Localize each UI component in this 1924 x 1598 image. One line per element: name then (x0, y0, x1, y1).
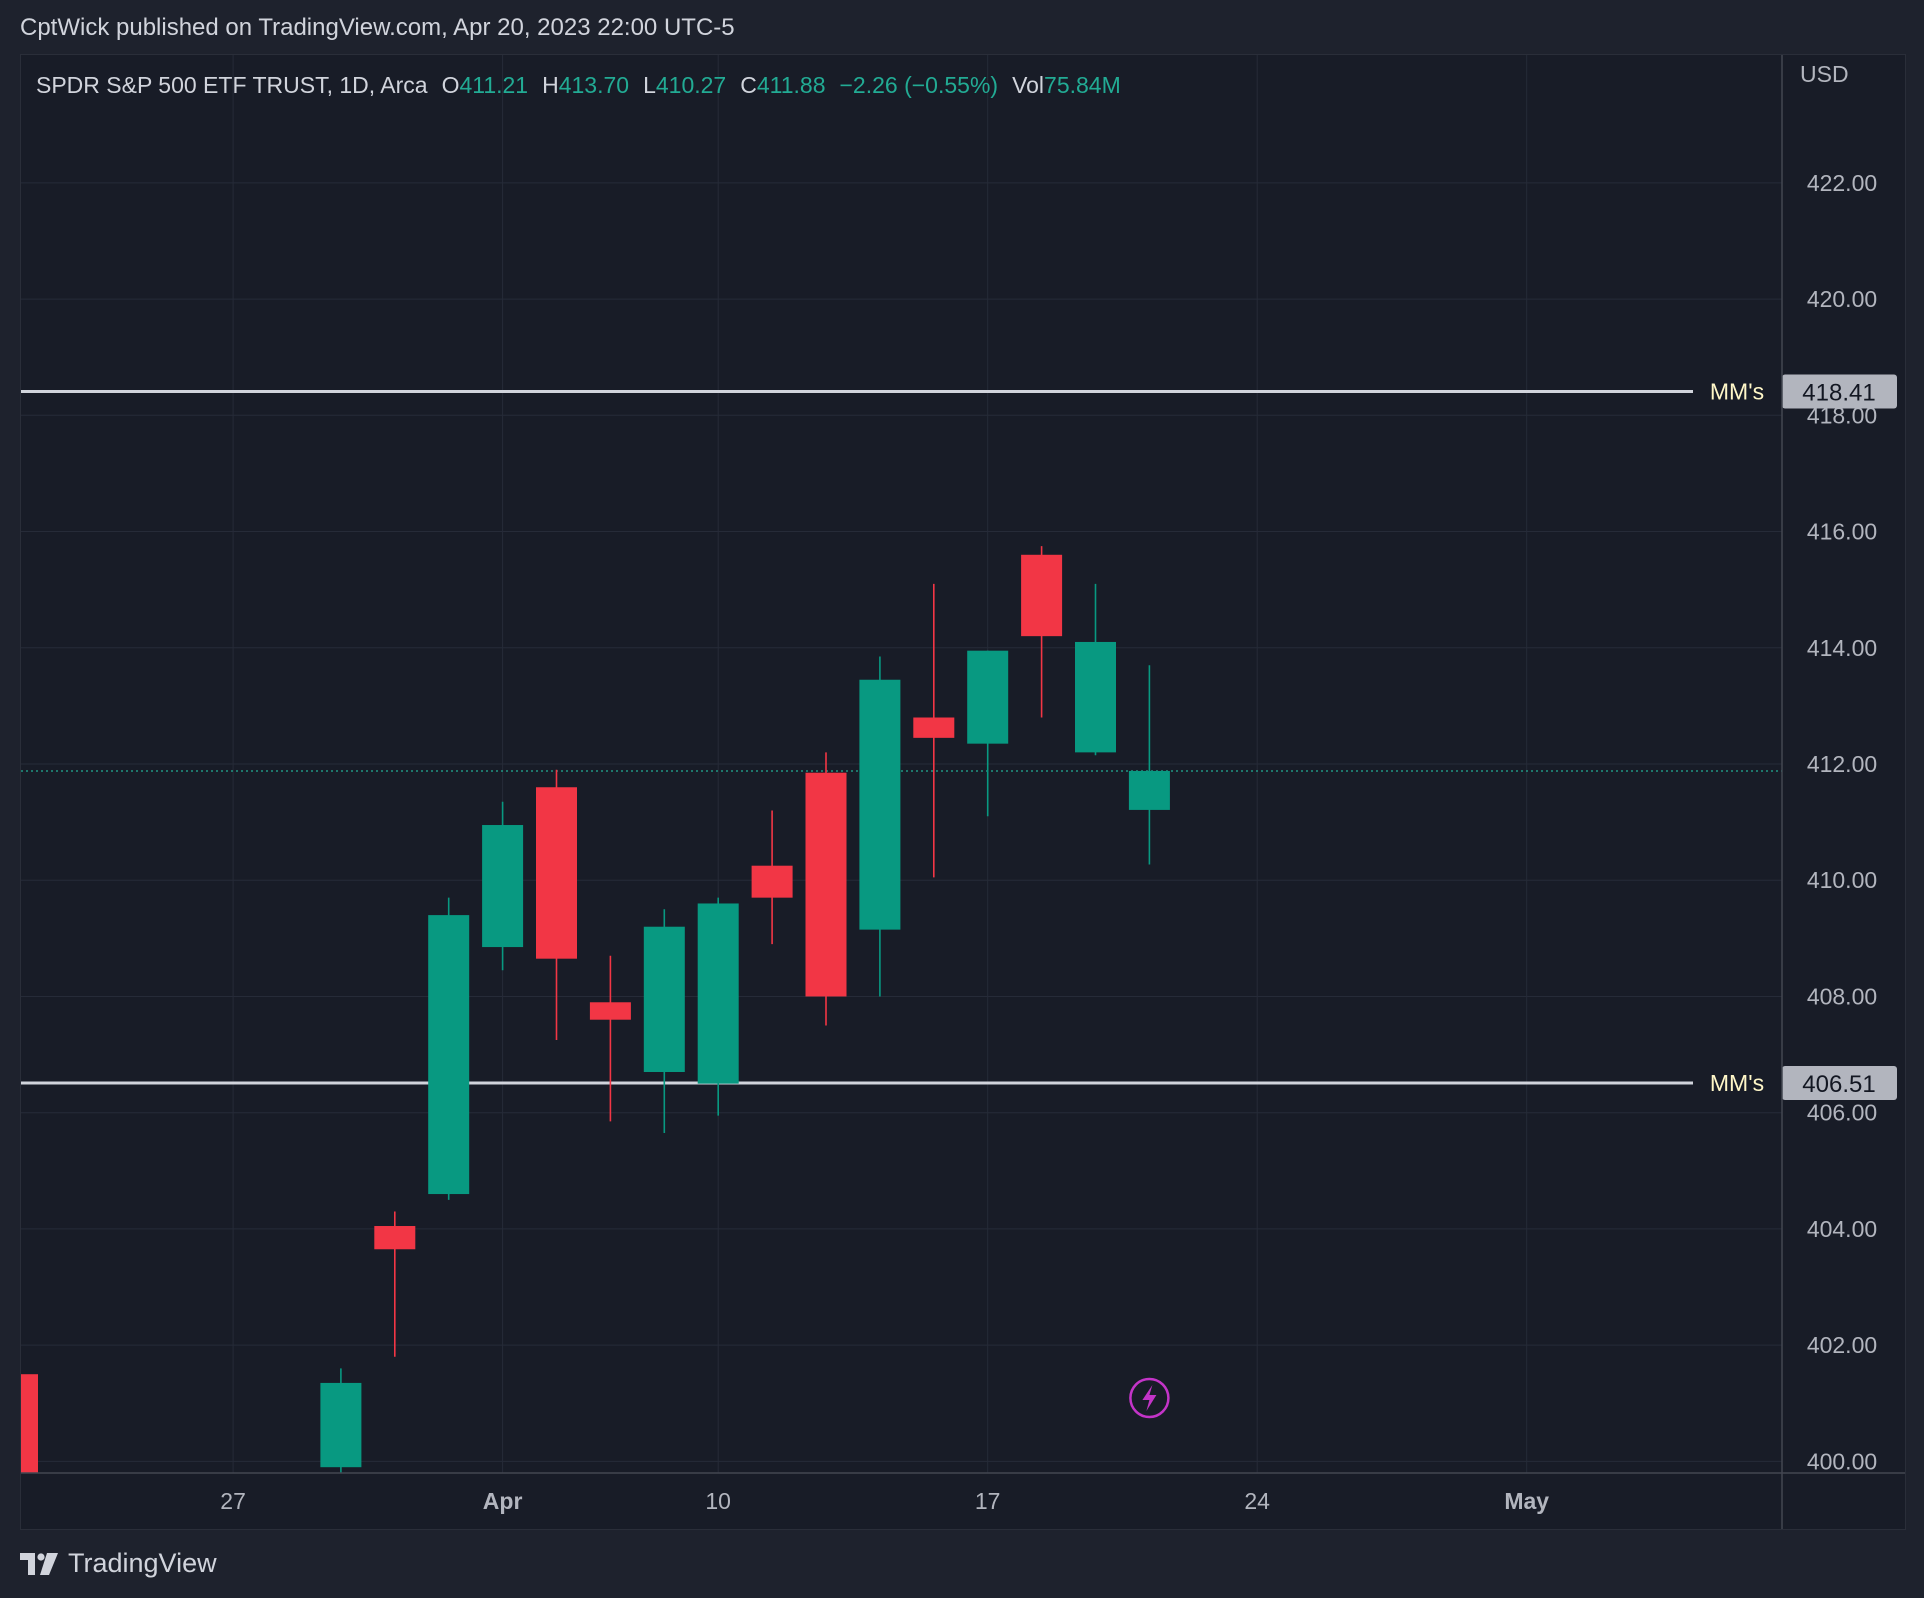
candle-body (428, 915, 470, 1195)
candle-body (374, 1226, 416, 1250)
legend-close-label: C (740, 72, 757, 98)
y-tick-label: 418.00 (1807, 402, 1877, 428)
y-tick-label: 410.00 (1807, 867, 1877, 893)
candle-body (320, 1382, 362, 1468)
y-tick-label: 406.00 (1807, 1100, 1877, 1126)
candle (1128, 665, 1170, 865)
footer: TradingView (20, 1548, 217, 1579)
candle-body (536, 787, 577, 959)
lightning-event-icon (1129, 1377, 1170, 1419)
ohlc-legend: SPDR S&P 500 ETF TRUST, 1D, Arca O411.21 H… (36, 72, 1121, 99)
x-tick-label: May (1504, 1488, 1549, 1514)
candle-body (805, 772, 847, 997)
x-tick-label: Apr (483, 1488, 523, 1514)
x-tick-label: 27 (220, 1488, 246, 1514)
candle-body (751, 865, 793, 898)
candle-body (967, 650, 1009, 744)
legend-open-value: 411.21 (459, 72, 529, 98)
grid (21, 55, 1782, 1473)
candle-body (1021, 554, 1063, 637)
y-tick-label: 400.00 (1807, 1448, 1877, 1474)
legend-low-label: L (643, 72, 656, 98)
candle (482, 801, 524, 971)
candle (913, 583, 955, 878)
horizontal-levels: MM's 418.41 MM's 406.51 (21, 374, 1897, 1101)
candle (21, 1374, 38, 1473)
x-tick-label: 17 (975, 1488, 1001, 1514)
mm-level-label: MM's (1710, 378, 1764, 404)
candle (1021, 546, 1063, 718)
candle-body (589, 1002, 631, 1020)
candle (374, 1211, 416, 1357)
candle (697, 897, 739, 1116)
candle-body (1075, 641, 1116, 753)
level-price-tag (1782, 1066, 1897, 1101)
candle (805, 752, 847, 1026)
candle-body (1128, 770, 1170, 810)
y-tick-label: 422.00 (1807, 170, 1877, 196)
y-tick-label: 416.00 (1807, 519, 1877, 545)
y-tick-label: 414.00 (1807, 635, 1877, 661)
level-price-tag-text: 406.51 (1802, 1071, 1875, 1098)
event-icon-bolt (1142, 1385, 1157, 1411)
candle (428, 897, 470, 1200)
publish-header: CptWick published on TradingView.com, Ap… (20, 14, 735, 41)
candle-body (21, 1374, 38, 1473)
y-tick-label: 412.00 (1807, 751, 1877, 777)
legend-low-value: 410.27 (655, 72, 727, 98)
tradingview-logo-icon[interactable] (20, 1552, 58, 1575)
candles (21, 546, 1170, 1473)
legend-change: −2.26 (−0.55%) (839, 72, 999, 98)
level-price-tag-text: 418.41 (1802, 379, 1875, 406)
candle-body (859, 679, 901, 930)
candle (967, 650, 1009, 817)
candle (320, 1368, 362, 1473)
axes: 400.00 402.00 404.00 406.00 408.00 410.00 412.… (21, 55, 1905, 1529)
legend-volume-label: Vol (1012, 72, 1045, 98)
legend-open-label: O (441, 72, 460, 98)
tradingview-brand[interactable]: TradingView (68, 1548, 217, 1578)
y-tick-label: 402.00 (1807, 1332, 1877, 1358)
legend-high-label: H (542, 72, 559, 98)
candle (589, 955, 631, 1122)
candle (1075, 583, 1116, 756)
legend-high-value: 413.70 (558, 72, 630, 98)
candle-body (913, 717, 955, 738)
event-icon-ring (1129, 1377, 1170, 1419)
candle-body (482, 825, 524, 948)
legend-symbol: SPDR S&P 500 ETF TRUST, 1D, Arca (36, 72, 428, 98)
y-tick-label: 408.00 (1807, 983, 1877, 1009)
x-tick-label: 10 (705, 1488, 731, 1514)
chart-frame[interactable]: MM's 418.41 MM's 406.51 400.00 402.00 404.00 4… (20, 54, 1906, 1530)
level-price-tag (1782, 374, 1897, 409)
y-tick-label: 404.00 (1807, 1216, 1877, 1242)
mm-level-label: MM's (1710, 1070, 1764, 1096)
candle (859, 656, 901, 997)
candle-body (643, 926, 685, 1073)
legend-volume-value: 75.84M (1044, 72, 1121, 98)
candle (751, 810, 793, 945)
candle (536, 769, 577, 1041)
x-tick-label: 24 (1244, 1488, 1270, 1514)
legend-close-value: 411.88 (756, 72, 826, 98)
currency-label: USD (1800, 61, 1849, 87)
y-tick-label: 420.00 (1807, 286, 1877, 312)
candle-body (697, 903, 739, 1084)
candle (643, 909, 685, 1134)
